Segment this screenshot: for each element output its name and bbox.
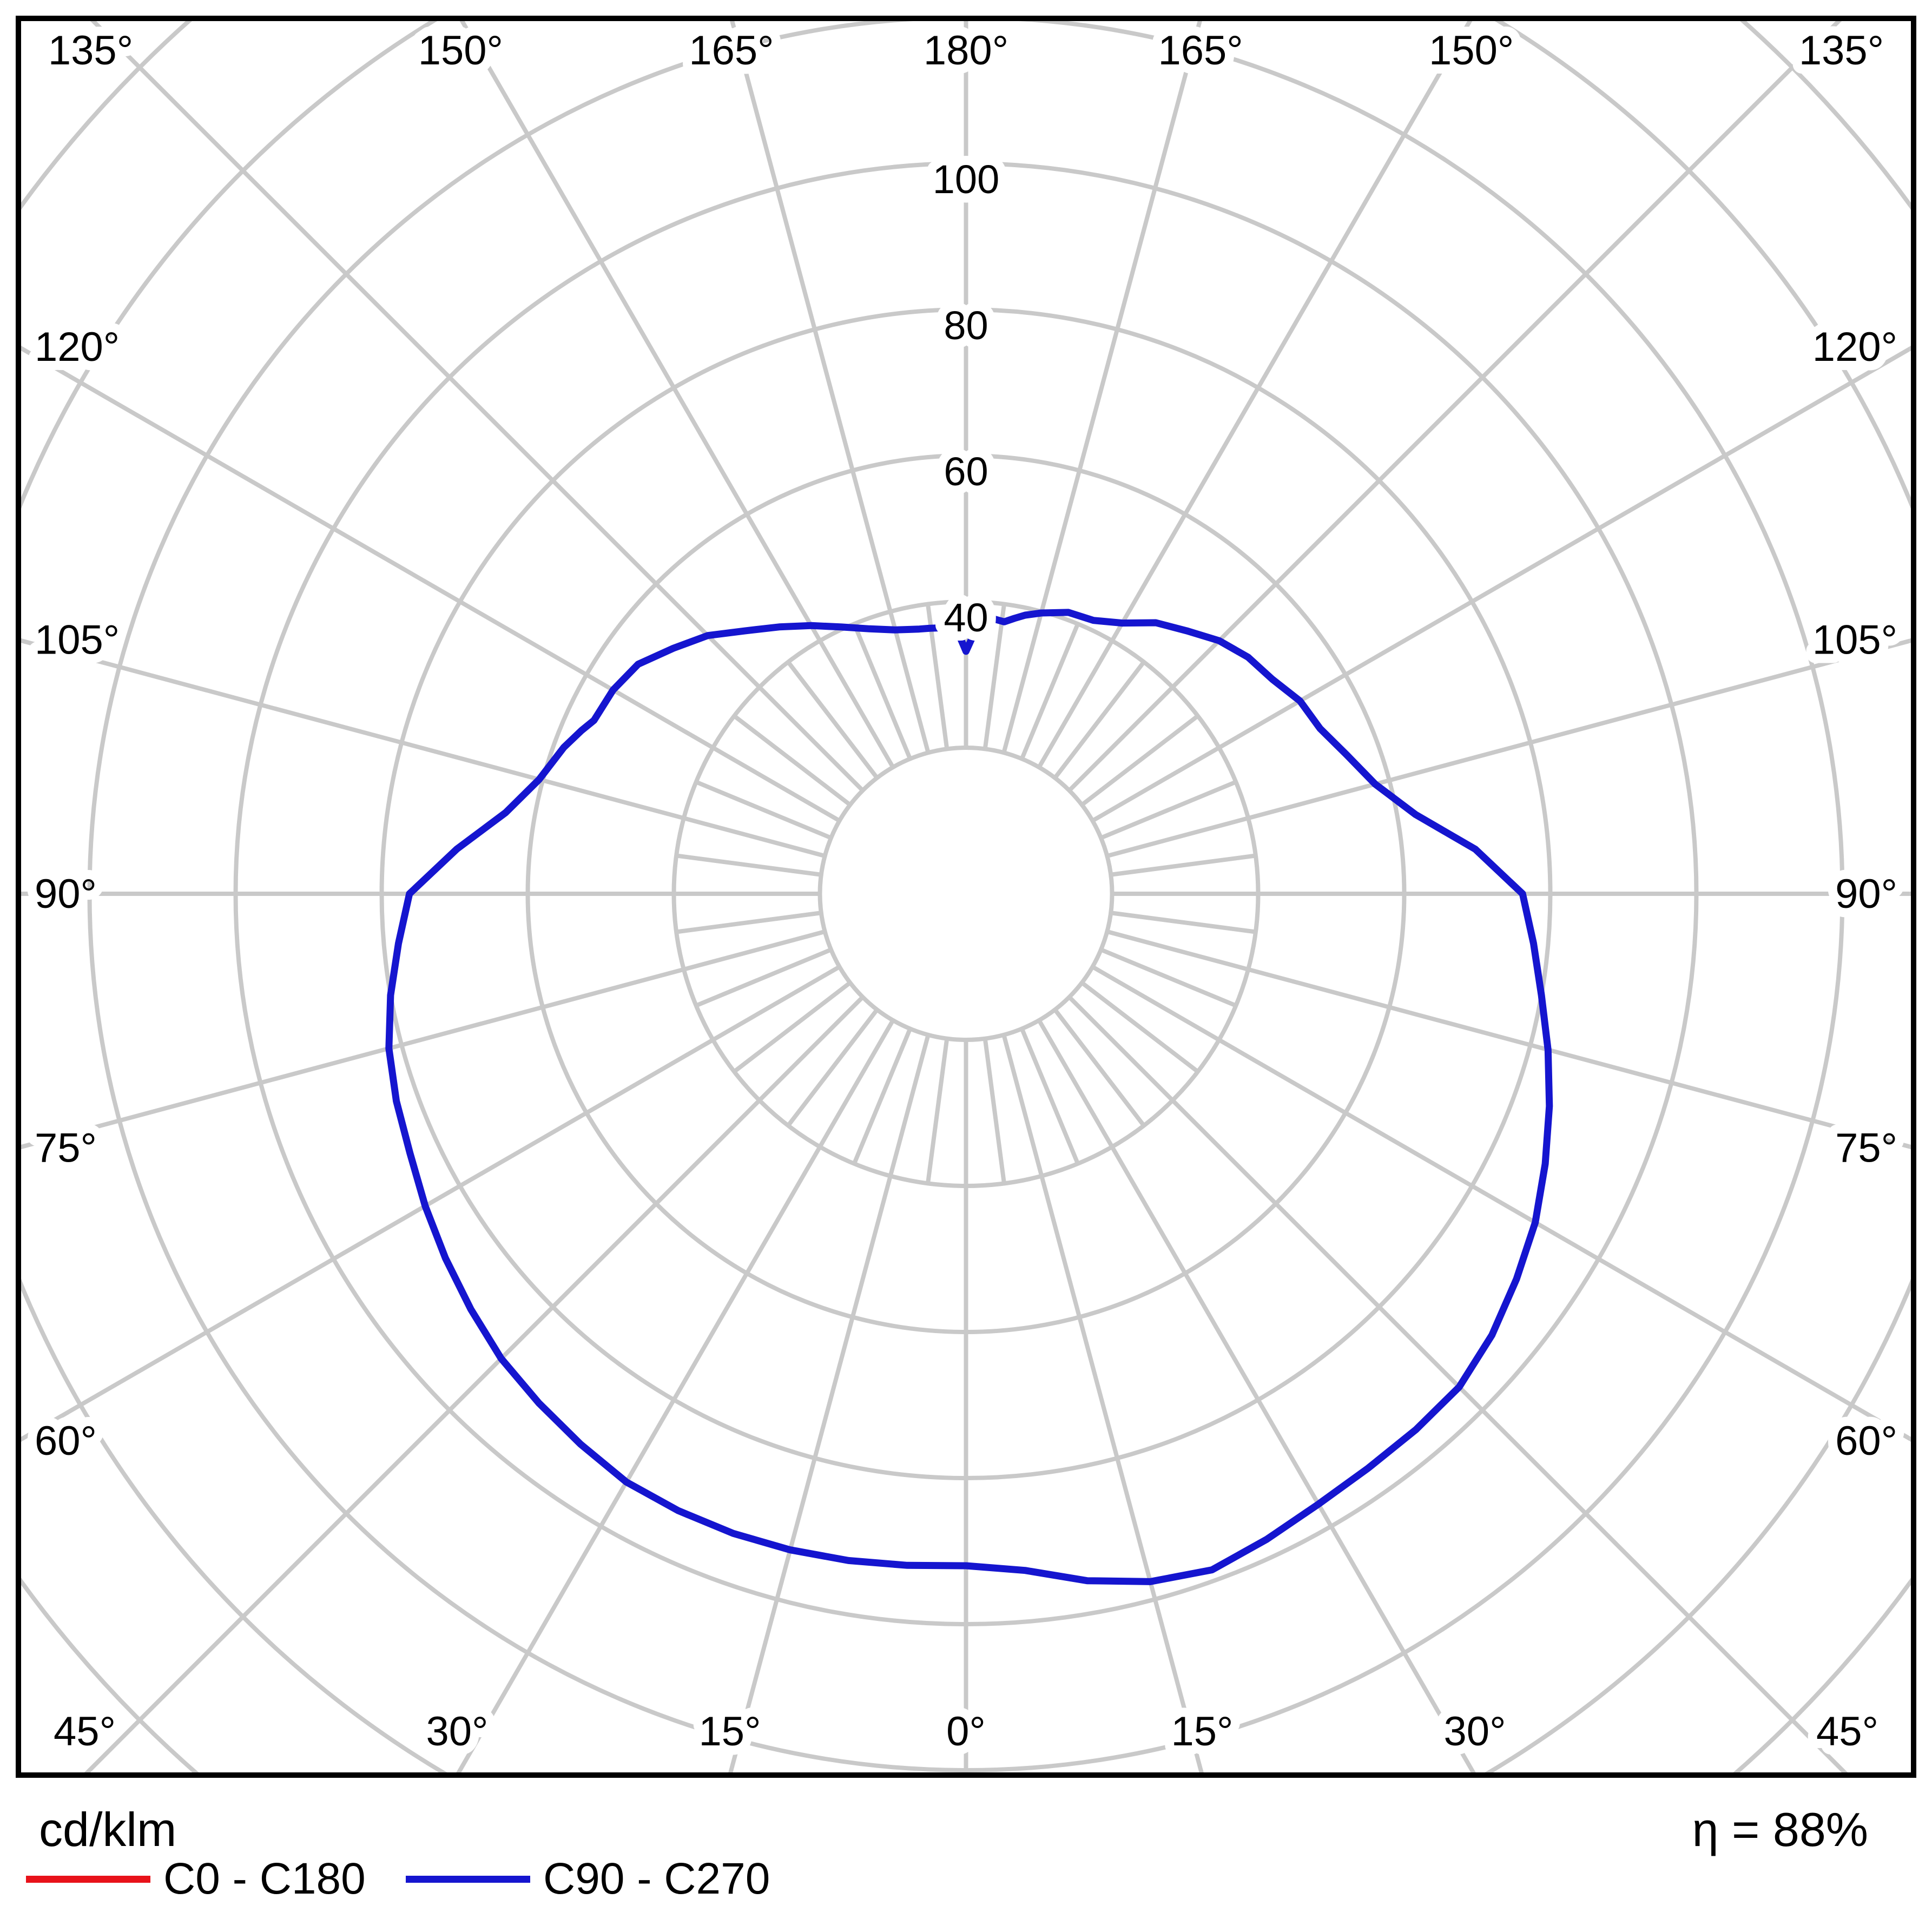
legend-label-c0-c180: C0 - C180 (163, 1854, 366, 1903)
grid-spoke-15 (87, 18, 865, 792)
grid-spoke-7p5 (1100, 947, 1237, 1008)
grid-circle-20 (817, 746, 1115, 1042)
legend-item-c0-c180: C0 - C180 (26, 1857, 366, 1901)
curves (385, 609, 1553, 1585)
angle-label-15-right: 15° (1171, 1709, 1234, 1755)
grid-spoke-7p5 (733, 714, 852, 807)
legend-label-c90-c270: C90 - C270 (543, 1854, 770, 1903)
grid-spoke-7p5 (983, 604, 1006, 749)
angle-label-75-left: 75° (35, 1125, 97, 1171)
grid-spoke-15 (1091, 965, 1914, 1443)
angle-label-45-left: 45° (54, 1709, 116, 1755)
grid-spoke-7p5 (733, 981, 852, 1073)
grid-spoke-7p5 (1100, 780, 1237, 840)
grid-spoke-15 (1067, 995, 1851, 1775)
grid-spoke-7p5 (1080, 714, 1199, 807)
angle-label-120-right: 120° (1812, 324, 1897, 370)
angle-label-30-right: 30° (1444, 1709, 1506, 1755)
grid-spoke-15 (454, 1019, 895, 1775)
grid-spoke-15 (18, 637, 826, 858)
grid-spoke-15 (18, 929, 826, 1150)
grid-spoke-15 (1037, 18, 1474, 769)
legend-swatch-c90-c270-blue-line (406, 1875, 530, 1883)
grid-spoke-7p5 (983, 1038, 1006, 1184)
angle-label-135-left: 135° (48, 28, 133, 74)
angle-label-165-right: 165° (1158, 28, 1243, 74)
grid-spoke-7p5 (676, 853, 822, 877)
grid-spoke-15 (458, 18, 895, 769)
grid-spoke-15 (1001, 1034, 1205, 1775)
curve-C90-C270 (385, 609, 1553, 1585)
grid-spoke-7p5 (1110, 853, 1256, 877)
grid-spoke-15 (729, 18, 931, 754)
angle-label-30-left: 30° (426, 1709, 489, 1755)
angle-label-165-left: 165° (689, 28, 774, 74)
angle-label-75-right: 75° (1835, 1125, 1897, 1171)
grid-spoke-15 (81, 995, 865, 1775)
angle-label-60-right: 60° (1835, 1418, 1897, 1464)
radial-label-40: 40 (944, 595, 988, 640)
angle-label-0: 0° (946, 1709, 986, 1755)
angle-label-15-left: 15° (699, 1709, 761, 1755)
grid-spoke-15 (1037, 1019, 1478, 1775)
grid-spoke-7p5 (1080, 981, 1199, 1073)
grid-spoke-15 (1106, 637, 1914, 858)
grid-spoke-7p5 (1110, 911, 1256, 934)
grid-spoke-7p5 (786, 1008, 879, 1127)
angle-label-60-left: 60° (35, 1418, 97, 1464)
angle-label-105-left: 105° (35, 617, 120, 663)
angle-label-105-right: 105° (1812, 617, 1897, 663)
plot-border (16, 16, 1916, 1778)
radial-label-60: 60 (944, 449, 988, 494)
angle-label-90-left: 90° (35, 871, 97, 917)
angle-label-150-right: 150° (1429, 28, 1514, 74)
grid-spoke-7p5 (1020, 623, 1080, 760)
grid-spoke-7p5 (695, 947, 832, 1008)
grid-spoke-7p5 (1020, 1027, 1080, 1165)
grid-spoke-7p5 (786, 661, 879, 780)
grid-spoke-7p5 (852, 1027, 912, 1165)
grid-spoke-15 (1091, 344, 1914, 823)
angle-label-120-left: 120° (35, 324, 120, 370)
angle-label-45-right: 45° (1816, 1709, 1878, 1755)
efficiency-label: η = 88% (1692, 1803, 1868, 1856)
grid-spoke-7p5 (852, 623, 912, 760)
angle-label-135-right: 135° (1799, 28, 1884, 74)
grid-spoke-15 (18, 965, 841, 1443)
radial-label-80: 80 (944, 303, 988, 348)
grid-spoke-15 (727, 1034, 931, 1775)
grid-spoke-7p5 (1053, 661, 1146, 780)
angle-label-150-left: 150° (418, 28, 503, 74)
angle-label-180: 180° (924, 28, 1008, 74)
grid-spoke-7p5 (676, 911, 822, 934)
angle-label-90-right: 90° (1835, 871, 1897, 917)
radial-label-100: 100 (933, 157, 999, 202)
grid-spoke-15 (1001, 18, 1203, 754)
grid-spoke-15 (18, 344, 841, 823)
legend-item-c90-c270: C90 - C270 (406, 1857, 770, 1901)
grid-spoke-7p5 (695, 780, 832, 840)
unit-label: cd/klm (39, 1803, 177, 1856)
grid-spoke-7p5 (926, 1038, 949, 1184)
grid-spoke-15 (1106, 929, 1914, 1150)
grid-spoke-7p5 (1053, 1008, 1146, 1127)
legend-swatch-c0-c180-red-line (26, 1875, 150, 1883)
